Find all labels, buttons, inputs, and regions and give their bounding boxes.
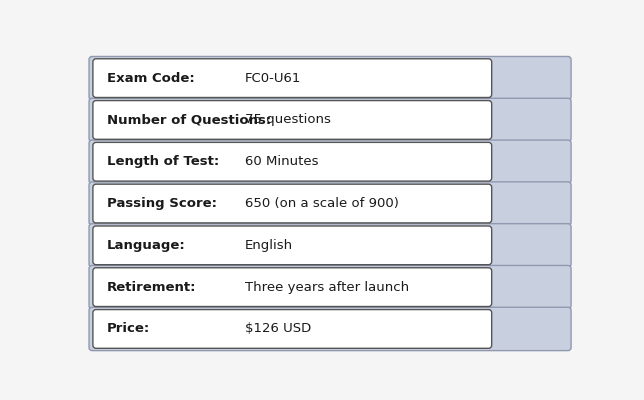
- Text: Language:: Language:: [107, 239, 185, 252]
- FancyBboxPatch shape: [93, 59, 491, 98]
- Text: $126 USD: $126 USD: [245, 322, 312, 336]
- Text: FC0-U61: FC0-U61: [245, 72, 301, 85]
- FancyBboxPatch shape: [93, 226, 491, 265]
- Text: Length of Test:: Length of Test:: [107, 155, 219, 168]
- FancyBboxPatch shape: [89, 98, 571, 142]
- FancyBboxPatch shape: [93, 100, 491, 139]
- FancyBboxPatch shape: [89, 56, 571, 100]
- Text: 75 questions: 75 questions: [245, 114, 331, 126]
- Text: Number of Questions:: Number of Questions:: [107, 114, 271, 126]
- FancyBboxPatch shape: [89, 182, 571, 225]
- FancyBboxPatch shape: [93, 142, 491, 181]
- FancyBboxPatch shape: [93, 310, 491, 348]
- FancyBboxPatch shape: [93, 184, 491, 223]
- FancyBboxPatch shape: [93, 268, 491, 306]
- Text: Price:: Price:: [107, 322, 150, 336]
- Text: 650 (on a scale of 900): 650 (on a scale of 900): [245, 197, 399, 210]
- FancyBboxPatch shape: [89, 140, 571, 184]
- Text: Passing Score:: Passing Score:: [107, 197, 217, 210]
- Text: Retirement:: Retirement:: [107, 281, 196, 294]
- FancyBboxPatch shape: [89, 307, 571, 351]
- Text: Exam Code:: Exam Code:: [107, 72, 194, 85]
- Text: 60 Minutes: 60 Minutes: [245, 155, 319, 168]
- FancyBboxPatch shape: [89, 266, 571, 309]
- FancyBboxPatch shape: [89, 224, 571, 267]
- Text: English: English: [245, 239, 293, 252]
- Text: Three years after launch: Three years after launch: [245, 281, 410, 294]
